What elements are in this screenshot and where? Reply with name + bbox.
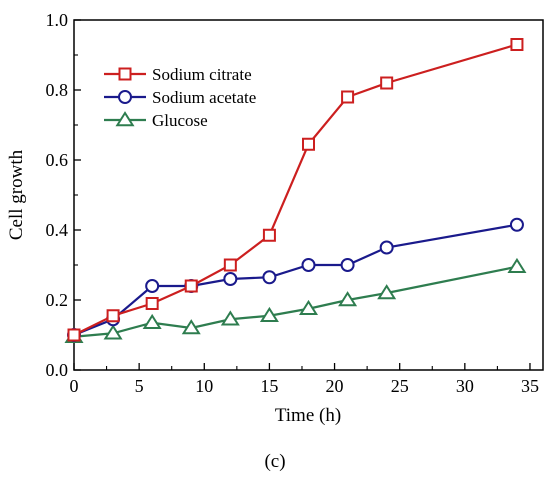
y-tick-label: 0.2 bbox=[46, 290, 69, 310]
data-point bbox=[509, 217, 524, 232]
data-point bbox=[223, 272, 238, 286]
legend-label: Glucose bbox=[152, 111, 208, 130]
legend-marker bbox=[115, 111, 135, 127]
data-point bbox=[145, 297, 159, 310]
legend-entry: Sodium citrate bbox=[104, 65, 252, 84]
data-point bbox=[341, 90, 355, 104]
data-point bbox=[145, 279, 160, 293]
data-point bbox=[103, 324, 123, 340]
series-line bbox=[73, 223, 518, 337]
x-tick-label: 10 bbox=[195, 376, 213, 396]
x-tick-label: 15 bbox=[260, 376, 278, 396]
data-point bbox=[220, 310, 240, 326]
legend-entry: Glucose bbox=[104, 111, 208, 130]
data-point bbox=[262, 270, 277, 285]
legend-label: Sodium citrate bbox=[152, 65, 252, 84]
axis-ticks: 0 5 10 15 20 25 30 35 0.0 0.2 0.4 0.6 0.8 1.0 bbox=[46, 10, 539, 396]
data-point bbox=[301, 258, 316, 272]
data-point bbox=[379, 240, 394, 255]
x-tick-label: 20 bbox=[326, 376, 344, 396]
x-axis-label: Time (h) bbox=[275, 405, 341, 426]
data-point bbox=[262, 228, 276, 242]
data-point bbox=[377, 284, 397, 300]
legend: Sodium citrate Sodium acetate Glucose bbox=[104, 65, 256, 130]
y-tick-label: 1.0 bbox=[46, 10, 69, 30]
series-layer bbox=[64, 38, 527, 343]
figure-caption: (c) bbox=[264, 451, 285, 472]
data-point bbox=[184, 279, 198, 293]
y-tick-label: 0.0 bbox=[46, 360, 69, 380]
y-tick-label: 0.4 bbox=[46, 220, 69, 240]
data-point bbox=[380, 76, 394, 90]
series-glucose bbox=[64, 257, 527, 343]
data-point bbox=[106, 309, 120, 323]
x-tick-label: 0 bbox=[70, 376, 79, 396]
data-point bbox=[67, 328, 81, 342]
x-tick-label: 5 bbox=[135, 376, 144, 396]
data-point bbox=[298, 299, 319, 315]
data-point bbox=[340, 258, 355, 272]
plot-frame bbox=[73, 19, 544, 371]
data-point bbox=[510, 38, 524, 51]
data-point bbox=[338, 291, 358, 307]
x-tick-label: 35 bbox=[521, 376, 539, 396]
series-sodium-citrate bbox=[67, 38, 524, 342]
series-line bbox=[73, 43, 518, 336]
x-tick-label: 30 bbox=[456, 376, 474, 396]
series-line bbox=[73, 265, 518, 338]
legend-marker bbox=[118, 67, 132, 81]
legend-entry: Sodium acetate bbox=[104, 88, 256, 107]
y-tick-label: 0.8 bbox=[46, 80, 69, 100]
y-axis-label: Cell growth bbox=[6, 149, 27, 240]
data-point bbox=[142, 313, 162, 329]
data-point bbox=[302, 137, 315, 151]
y-tick-label: 0.6 bbox=[46, 150, 69, 170]
legend-marker bbox=[118, 90, 132, 104]
data-point bbox=[223, 258, 237, 272]
x-tick-label: 25 bbox=[391, 376, 409, 396]
legend-label: Sodium acetate bbox=[152, 88, 256, 107]
data-point bbox=[181, 319, 201, 335]
data-point bbox=[259, 306, 279, 322]
data-point bbox=[507, 257, 527, 273]
